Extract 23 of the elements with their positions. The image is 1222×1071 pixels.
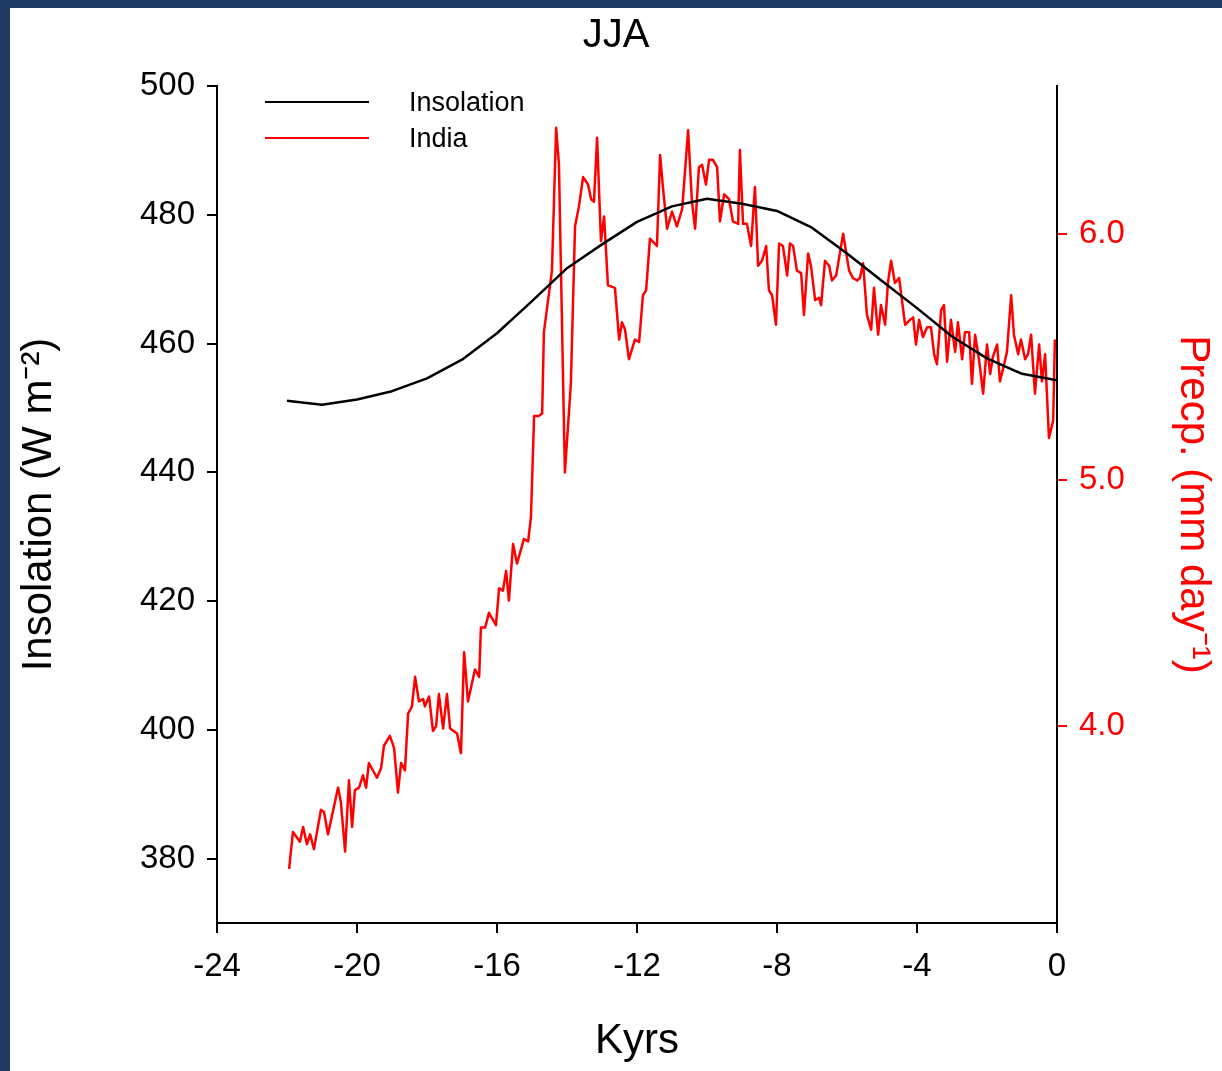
y2-axis-title: Precp. (mm day⁻¹) — [1172, 335, 1220, 674]
y-tick-label: 440 — [139, 451, 195, 489]
y-tick-label: 420 — [139, 580, 195, 618]
y2-tick-label: 6.0 — [1079, 212, 1125, 250]
x-tick-label: -16 — [473, 945, 521, 983]
chart-title: JJA — [582, 11, 650, 56]
x-tick-label: -12 — [613, 945, 661, 983]
y-tick-label: 380 — [139, 837, 195, 875]
y2-tick-label: 5.0 — [1079, 458, 1125, 496]
y-tick-label: 460 — [139, 322, 195, 360]
legend-label: Insolation — [409, 86, 525, 118]
x-tick-label: -20 — [333, 945, 381, 983]
y-axis-title: Insolation (W m⁻²) — [12, 337, 60, 672]
x-tick-label: -8 — [762, 945, 792, 983]
y-tick-label: 400 — [139, 708, 195, 746]
legend-label: India — [409, 122, 468, 154]
x-tick-label: -4 — [902, 945, 932, 983]
y2-tick-label: 4.0 — [1079, 705, 1125, 743]
y-tick-label: 500 — [139, 65, 195, 103]
y-tick-label: 480 — [139, 193, 195, 231]
x-axis-title: Kyrs — [595, 1015, 679, 1063]
x-tick-label: -24 — [193, 945, 241, 983]
x-tick-label: 0 — [1047, 945, 1067, 983]
